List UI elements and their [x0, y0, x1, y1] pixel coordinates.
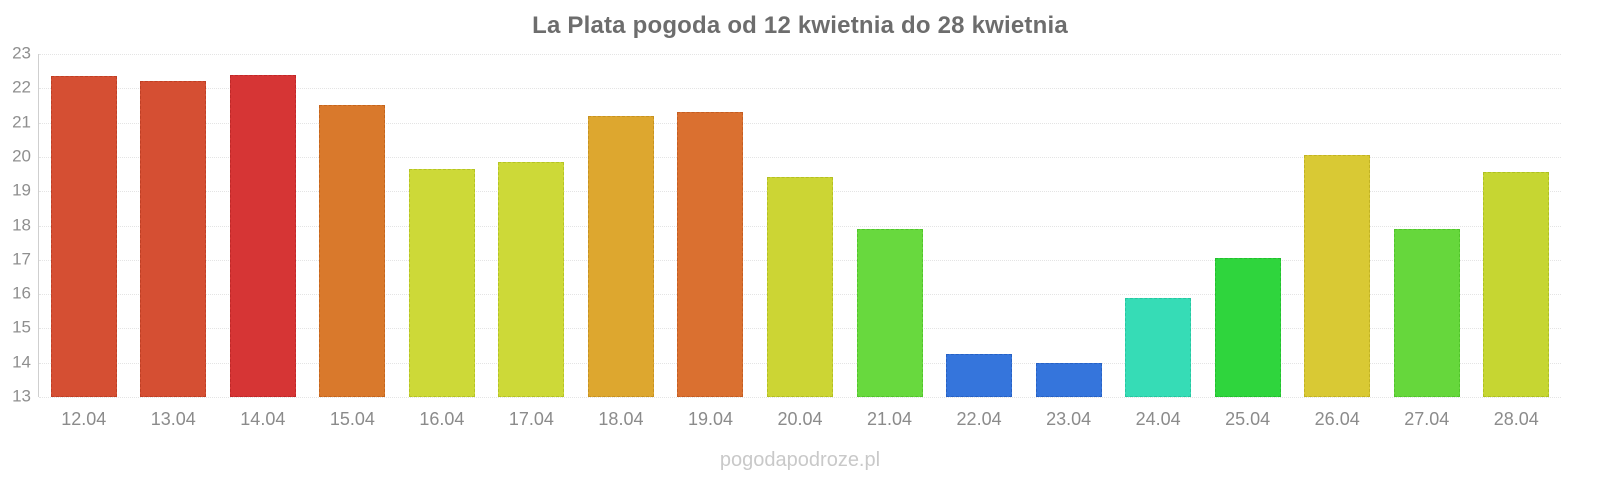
x-axis-label: 15.04 — [329, 409, 375, 429]
gridline — [39, 122, 1561, 124]
bar-slot: 15.04 — [308, 54, 398, 429]
gridline — [39, 54, 1561, 55]
bar-slot: 25.04 — [1203, 54, 1293, 429]
bar-slot: 24.04 — [1113, 54, 1203, 429]
x-axis-label: 16.04 — [419, 409, 465, 429]
bar-21.04 — [856, 228, 923, 397]
x-axis-label: 25.04 — [1225, 409, 1271, 429]
bar-26.04 — [1304, 155, 1371, 397]
x-axis-label: 27.04 — [1404, 409, 1450, 429]
bar-22.04 — [946, 354, 1013, 397]
bar-slot: 16.04 — [397, 54, 487, 429]
chart-title: La Plata pogoda od 12 kwietnia do 28 kwi… — [532, 12, 1068, 39]
x-axis-label: 23.04 — [1046, 409, 1092, 429]
x-axis-label: 28.04 — [1493, 409, 1539, 429]
bar-15.04 — [319, 105, 386, 397]
bar-23.04 — [1035, 362, 1102, 397]
x-axis-label: 14.04 — [240, 409, 286, 429]
x-axis-label: 21.04 — [867, 409, 913, 429]
x-axis-label: 22.04 — [956, 409, 1002, 429]
x-axis-label: 18.04 — [598, 409, 644, 429]
x-axis-label: 17.04 — [508, 409, 554, 429]
bar-slot: 19.04 — [666, 54, 756, 429]
y-axis-label: 23 — [12, 43, 31, 63]
watermark: pogodapodroze.pl — [719, 449, 881, 471]
bar-18.04 — [587, 115, 654, 397]
y-axis-label: 20 — [12, 146, 31, 166]
x-axis-label: 20.04 — [777, 409, 823, 429]
bar-27.04 — [1393, 228, 1460, 397]
y-axis-label: 13 — [12, 386, 31, 406]
gridline — [39, 156, 1561, 158]
bar-slot: 26.04 — [1292, 54, 1382, 429]
gridline — [39, 397, 1561, 398]
bar-17.04 — [498, 162, 565, 397]
bar-16.04 — [408, 168, 475, 397]
bar-24.04 — [1125, 297, 1192, 397]
bar-19.04 — [677, 112, 744, 397]
x-axis-label: 24.04 — [1135, 409, 1181, 429]
bar-14.04 — [229, 74, 296, 397]
bar-slot: 14.04 — [218, 54, 308, 429]
bar-20.04 — [767, 177, 834, 397]
plot-area: 23 22 21 20 19 18 17 16 15 14 13 12.04 13.04 14.04 15… — [12, 45, 1562, 429]
y-axis-label: 16 — [12, 283, 31, 303]
bar-28.04 — [1483, 172, 1550, 397]
y-axis-label: 18 — [12, 215, 31, 235]
bar-slot: 12.04 — [39, 54, 129, 429]
y-axis-label: 14 — [12, 352, 31, 372]
x-axis-label: 26.04 — [1314, 409, 1360, 429]
x-axis-label: 13.04 — [150, 409, 196, 429]
bar-25.04 — [1214, 258, 1281, 397]
bar-12.04 — [50, 76, 117, 397]
bar-slot: 13.04 — [129, 54, 219, 429]
bar-13.04 — [140, 81, 207, 397]
y-axis-label: 22 — [12, 77, 31, 97]
bar-slot: 21.04 — [845, 54, 935, 429]
gridline — [39, 88, 1561, 90]
bar-slot: 23.04 — [1024, 54, 1114, 429]
bar-slot: 20.04 — [755, 54, 845, 429]
bar-slot: 28.04 — [1472, 54, 1562, 429]
x-axis-label: 19.04 — [687, 409, 733, 429]
bar-slot: 22.04 — [934, 54, 1024, 429]
bar-slot: 27.04 — [1382, 54, 1472, 429]
bars-container: 12.04 13.04 14.04 15.04 16.04 17.04 18.04 19.04… — [39, 54, 1562, 429]
y-axis-label: 19 — [12, 180, 31, 200]
bar-slot: 17.04 — [487, 54, 577, 429]
y-axis-label: 21 — [12, 112, 31, 132]
y-axis-label: 17 — [12, 249, 31, 269]
bar-slot: 18.04 — [576, 54, 666, 429]
x-axis-label: 12.04 — [61, 409, 107, 429]
y-axis-label: 15 — [12, 318, 31, 338]
